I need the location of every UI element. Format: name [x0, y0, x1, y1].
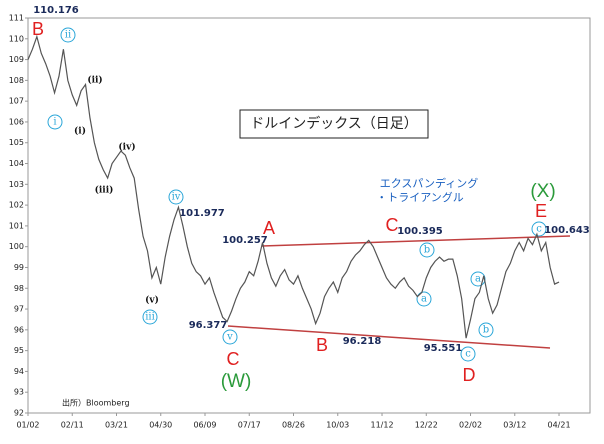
- x-tick-label: 02/11: [61, 421, 84, 430]
- annotation: b: [483, 325, 489, 336]
- annotation: (i): [74, 126, 86, 137]
- annotation: 100.395: [397, 226, 443, 237]
- annotation: c: [536, 224, 542, 235]
- wave-circle: [168, 189, 184, 205]
- y-tick-label: 103: [9, 180, 24, 189]
- wave-circle: [460, 346, 476, 362]
- annotation: D: [463, 365, 476, 385]
- x-tick-label: 04/30: [149, 421, 172, 430]
- annotation: v: [226, 332, 233, 343]
- x-tick-label: 01/02: [16, 421, 39, 430]
- x-tick-label: 03/12: [503, 421, 526, 430]
- wave-circle: [47, 114, 63, 130]
- annotation: ・トライアングル: [376, 190, 464, 204]
- annotation: c: [465, 349, 471, 360]
- chart-title: ドルインデックス（日足）: [250, 115, 418, 132]
- annotation: iii: [145, 312, 155, 323]
- wave-circle: [416, 291, 432, 307]
- annotation: (v): [145, 295, 159, 306]
- annotation: 100.643: [544, 225, 590, 236]
- trend-upper: [261, 235, 571, 247]
- annotation: i: [53, 117, 56, 128]
- annotation: E: [535, 201, 547, 221]
- wave-circle: [142, 309, 158, 325]
- y-tick-label: 92: [14, 409, 24, 418]
- annotations: B110.176iii(ii)(i)(iii)(iv)iv101.977(v)i…: [32, 5, 590, 392]
- wave-circle: [60, 27, 76, 43]
- y-tick-label: 110: [9, 34, 24, 43]
- source: 出所）Bloomberg: [62, 398, 130, 408]
- annotation: (X): [530, 181, 555, 202]
- x-tick-label: 10/03: [326, 421, 349, 430]
- annotation: 101.977: [179, 208, 225, 219]
- y-tick-label: 101: [9, 221, 24, 230]
- y-tick-label: 105: [9, 138, 24, 147]
- annotation: (W): [221, 371, 252, 392]
- annotation: b: [424, 245, 430, 256]
- y-tick-label: 102: [9, 201, 24, 210]
- annotation: (ii): [87, 75, 102, 86]
- price-line: [27, 34, 560, 339]
- x-tick-label: 08/26: [282, 421, 305, 430]
- y-tick-label: 93: [14, 388, 24, 397]
- annotation: B: [32, 19, 44, 39]
- annotation: a: [421, 294, 427, 305]
- x-tick-label: 11/12: [370, 421, 393, 430]
- y-tick-label: 97: [14, 305, 24, 314]
- y-tick-label: 108: [9, 76, 24, 85]
- x-tick-label: 03/21: [105, 421, 128, 430]
- wave-circle: [531, 221, 547, 237]
- wave-circle: [419, 242, 435, 258]
- annotation: 96.377: [189, 320, 228, 331]
- annotation: (iv): [118, 142, 135, 153]
- y-tick-label: 94: [14, 367, 24, 376]
- x-tick-label: 04/21: [547, 421, 570, 430]
- y-tick-label: 98: [14, 284, 24, 293]
- annotation: B: [316, 335, 328, 355]
- annotation: 100.257: [222, 235, 268, 246]
- wave-circle: [478, 322, 494, 338]
- title-box: [239, 109, 429, 139]
- annotation: エクスパンディング: [380, 176, 478, 190]
- annotation: ii: [65, 30, 71, 41]
- y-tick-label: 107: [9, 97, 24, 106]
- y-tick-label: 111: [9, 14, 24, 23]
- y-tick-label: 95: [14, 346, 24, 355]
- trend-lower: [227, 325, 551, 349]
- y-tick-label: 100: [9, 242, 24, 251]
- annotation: 96.218: [343, 336, 382, 347]
- annotation: A: [263, 218, 275, 238]
- annotation: (iii): [95, 185, 114, 196]
- y-tick-label: 106: [9, 117, 24, 126]
- y-tick-label: 99: [14, 263, 24, 272]
- annotation: C: [227, 349, 240, 369]
- annotation: 110.176: [33, 5, 79, 16]
- annotation: C: [386, 215, 399, 235]
- wave-circle: [222, 329, 238, 345]
- y-tick-label: 109: [9, 55, 24, 64]
- x-tick-label: 02/02: [459, 421, 482, 430]
- y-tick-label: 96: [14, 325, 24, 334]
- annotation: 95.551: [424, 343, 463, 354]
- x-tick-label: 07/17: [238, 421, 261, 430]
- plot-frame: [27, 17, 591, 414]
- x-tick-label: 12/22: [415, 421, 438, 430]
- annotation: a: [475, 274, 481, 285]
- annotation: iv: [172, 192, 181, 203]
- y-tick-label: 104: [9, 159, 24, 168]
- x-tick-label: 06/09: [193, 421, 216, 430]
